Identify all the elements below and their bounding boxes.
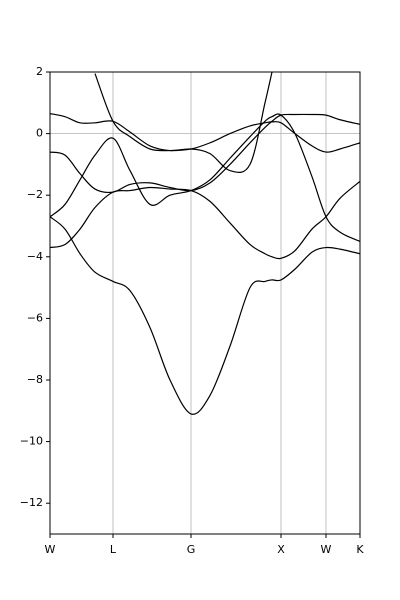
x-tick-label: W <box>321 543 332 556</box>
x-tick-label: G <box>187 543 196 556</box>
band-line <box>50 216 360 415</box>
y-tick-label: −12 <box>20 496 43 509</box>
bands <box>50 72 360 415</box>
y-tick-label: −4 <box>27 250 43 263</box>
y-tick-label: 0 <box>36 127 43 140</box>
x-tick-label: X <box>277 543 285 556</box>
y-tick-label: −10 <box>20 435 43 448</box>
band-line <box>50 113 360 242</box>
y-tick-label: −6 <box>27 311 43 324</box>
band-line <box>50 180 360 260</box>
grid <box>49 72 361 534</box>
plot-frame <box>49 71 361 535</box>
x-tick-label: K <box>356 543 364 556</box>
axes: W L G X W K 2 0 −2 −4 −6 −8 −10 −12 <box>20 65 365 556</box>
y-tick-label: −8 <box>27 373 43 386</box>
y-tick-label: 2 <box>36 65 43 78</box>
band-line <box>94 73 360 153</box>
x-tick-label: L <box>110 543 117 556</box>
x-tick-label: W <box>45 543 56 556</box>
band-line <box>50 72 273 173</box>
y-tick-label: −2 <box>27 188 43 201</box>
band-line <box>50 113 360 193</box>
